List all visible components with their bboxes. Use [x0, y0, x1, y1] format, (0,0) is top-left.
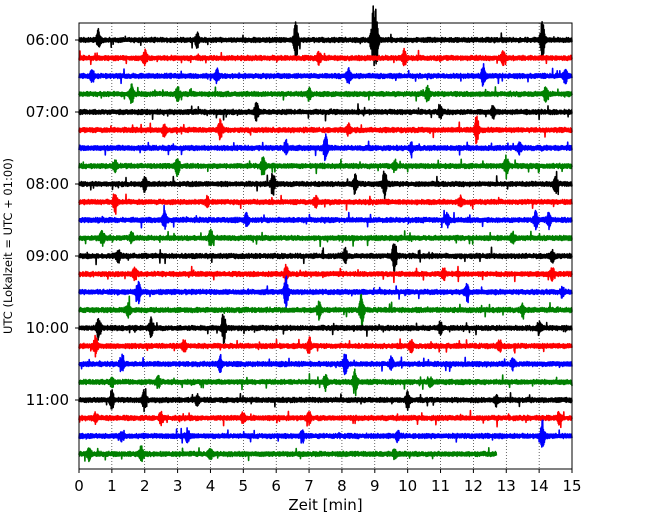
x-axis-ticks: 0 1 2 3 4 5 6 7 8 9 10 11 12 13 14 15 — [74, 469, 582, 495]
trace-1100 — [78, 388, 573, 413]
trace-0845 — [78, 228, 573, 248]
x-tick-label-3: 3 — [173, 477, 183, 495]
y-axis-label: UTC (Lokalzeit = UTC + 01:00) — [1, 158, 15, 334]
x-tick-label-9: 9 — [370, 477, 380, 495]
trace-1045 — [78, 368, 573, 397]
trace-0945 — [78, 293, 573, 328]
trace-0600 — [78, 5, 573, 67]
y-tick-label-2: 08:00 — [26, 175, 69, 193]
trace-0700 — [78, 101, 573, 122]
trace-1145 — [78, 445, 498, 463]
trace-0745 — [78, 154, 573, 180]
x-tick-label-4: 4 — [206, 477, 216, 495]
x-tick-label-7: 7 — [304, 477, 314, 495]
x-tick-label-10: 10 — [398, 477, 417, 495]
trace-0815 — [78, 193, 573, 215]
trace-1000 — [78, 313, 573, 344]
x-tick-label-2: 2 — [140, 477, 150, 495]
trace-1115 — [78, 409, 573, 429]
trace-0915 — [78, 263, 573, 285]
plot-frame — [78, 22, 573, 470]
y-tick-label-0: 06:00 — [26, 31, 69, 49]
trace-0615 — [78, 47, 573, 67]
trace-0730 — [78, 133, 573, 162]
x-tick-label-14: 14 — [530, 477, 549, 495]
x-tick-label-6: 6 — [271, 477, 281, 495]
y-tick-label-1: 07:00 — [26, 103, 69, 121]
x-tick-label-1: 1 — [107, 477, 117, 495]
trace-1030 — [78, 353, 573, 376]
seismogram-traces — [78, 5, 573, 463]
x-tick-label-5: 5 — [239, 477, 249, 495]
trace-0930 — [78, 275, 573, 311]
trace-0630 — [78, 63, 573, 87]
trace-0900 — [78, 243, 573, 273]
x-tick-label-8: 8 — [337, 477, 347, 495]
trace-0645 — [78, 83, 573, 104]
y-tick-label-5: 11:00 — [26, 391, 69, 409]
x-tick-label-15: 15 — [562, 477, 581, 495]
x-axis-label: Zeit [min] — [288, 496, 362, 514]
y-tick-label-3: 09:00 — [26, 247, 69, 265]
y-tick-label-4: 10:00 — [26, 319, 69, 337]
trace-0800 — [78, 170, 573, 200]
trace-0715 — [78, 115, 573, 145]
x-tick-label-13: 13 — [497, 477, 516, 495]
x-tick-label-11: 11 — [431, 477, 450, 495]
x-tick-label-12: 12 — [464, 477, 483, 495]
y-axis-ticks: 06:00 07:00 08:00 09:00 10:00 11:00 — [26, 31, 79, 409]
trace-1130 — [78, 419, 573, 448]
trace-1015 — [78, 334, 573, 358]
x-tick-label-0: 0 — [74, 477, 84, 495]
trace-0830 — [78, 204, 573, 231]
